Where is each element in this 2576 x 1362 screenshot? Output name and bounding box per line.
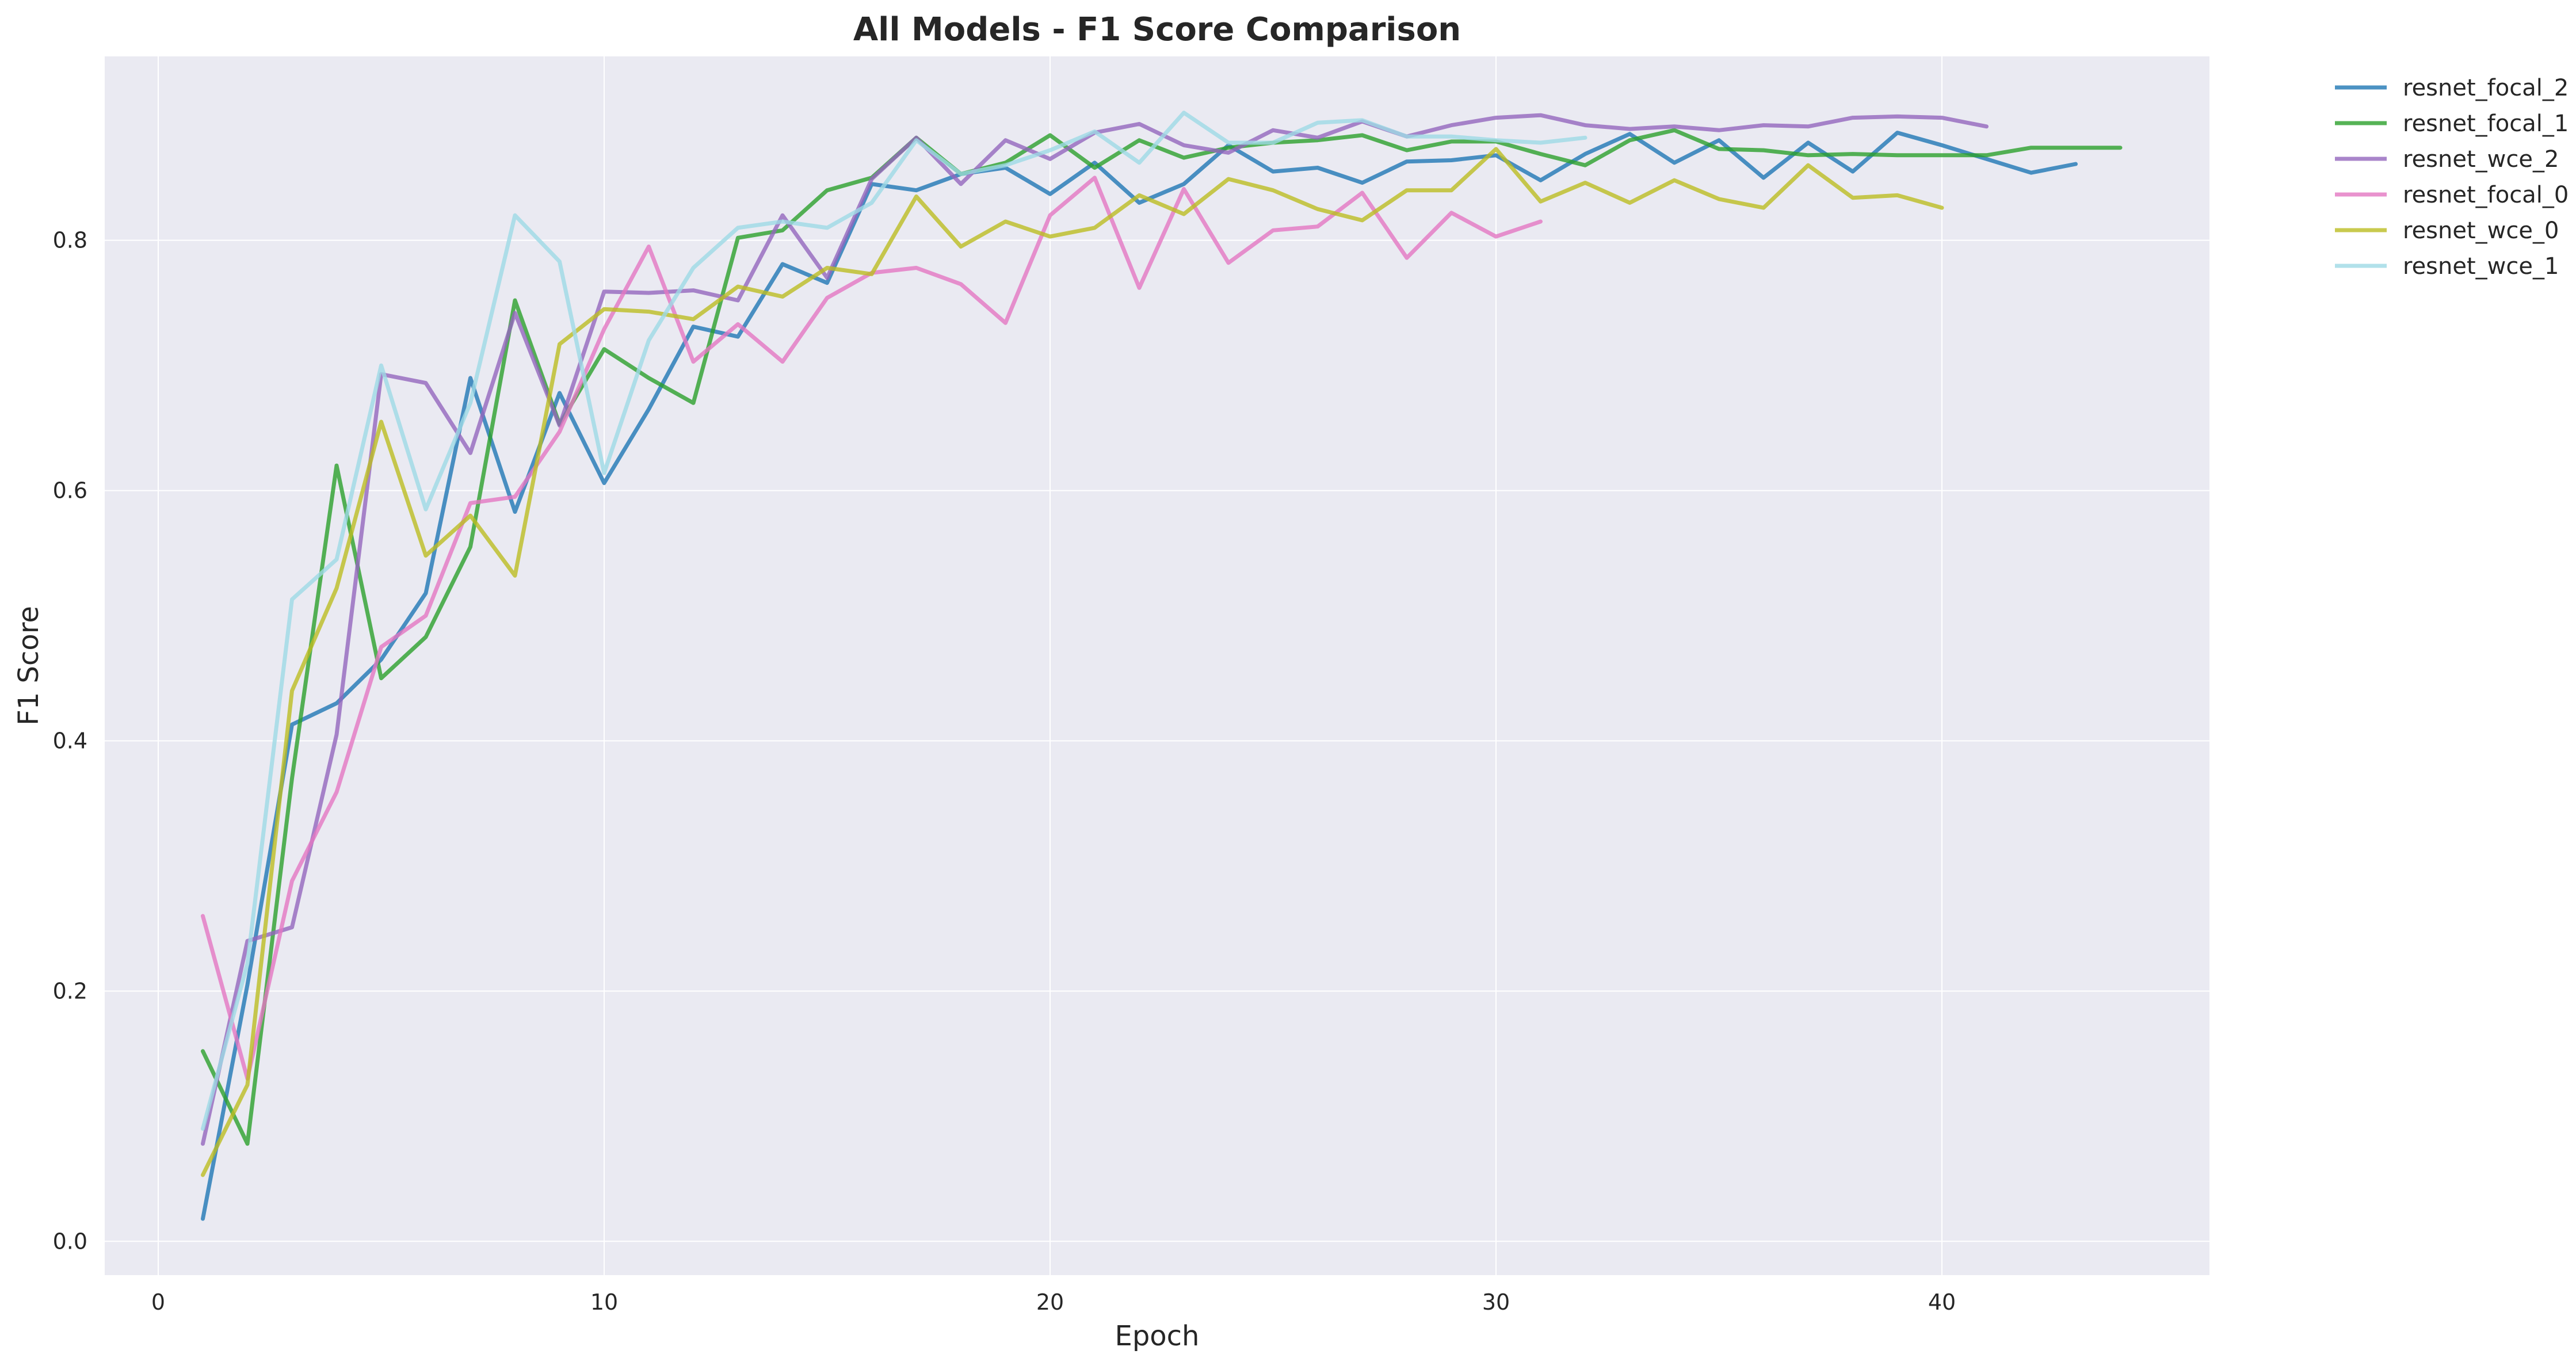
legend-label: resnet_wce_1 [2403,253,2559,280]
y-tick-label: 0.0 [53,1229,87,1254]
y-tick-label: 0.6 [53,478,87,503]
y-axis-ticks: 0.0 0.2 0.4 0.6 0.8 [53,228,87,1254]
x-tick-label: 10 [590,1289,618,1315]
grid-lines [105,56,2209,1275]
legend-label: resnet_focal_2 [2403,75,2569,101]
x-axis-label: Epoch [1115,1320,1200,1352]
y-tick-label: 0.4 [53,728,87,753]
x-tick-label: 30 [1482,1289,1510,1315]
legend-label: resnet_focal_0 [2403,182,2569,208]
y-axis-label: F1 Score [13,606,45,726]
chart-title: All Models - F1 Score Comparison [853,11,1461,48]
series-line-resnet_wce_0 [201,147,1944,1177]
plot-background [105,56,2209,1275]
x-tick-label: 20 [1036,1289,1064,1315]
legend: resnet_focal_2 resnet_focal_1 resnet_wce_2… [2335,75,2569,280]
x-axis-ticks: 0 10 20 30 40 [151,1289,1956,1315]
y-tick-label: 0.8 [53,228,87,253]
x-tick-label: 0 [151,1289,165,1315]
series-line-resnet_focal_2 [201,131,2078,1221]
legend-label: resnet_wce_0 [2403,218,2559,244]
x-tick-label: 40 [1928,1289,1956,1315]
series-line-resnet_wce_1 [201,110,1587,1131]
legend-label: resnet_focal_1 [2403,110,2569,137]
series-line-resnet_focal_1 [201,128,2123,1146]
series-lines [201,110,2123,1221]
y-tick-label: 0.2 [53,978,87,1004]
legend-label: resnet_wce_2 [2403,146,2559,173]
